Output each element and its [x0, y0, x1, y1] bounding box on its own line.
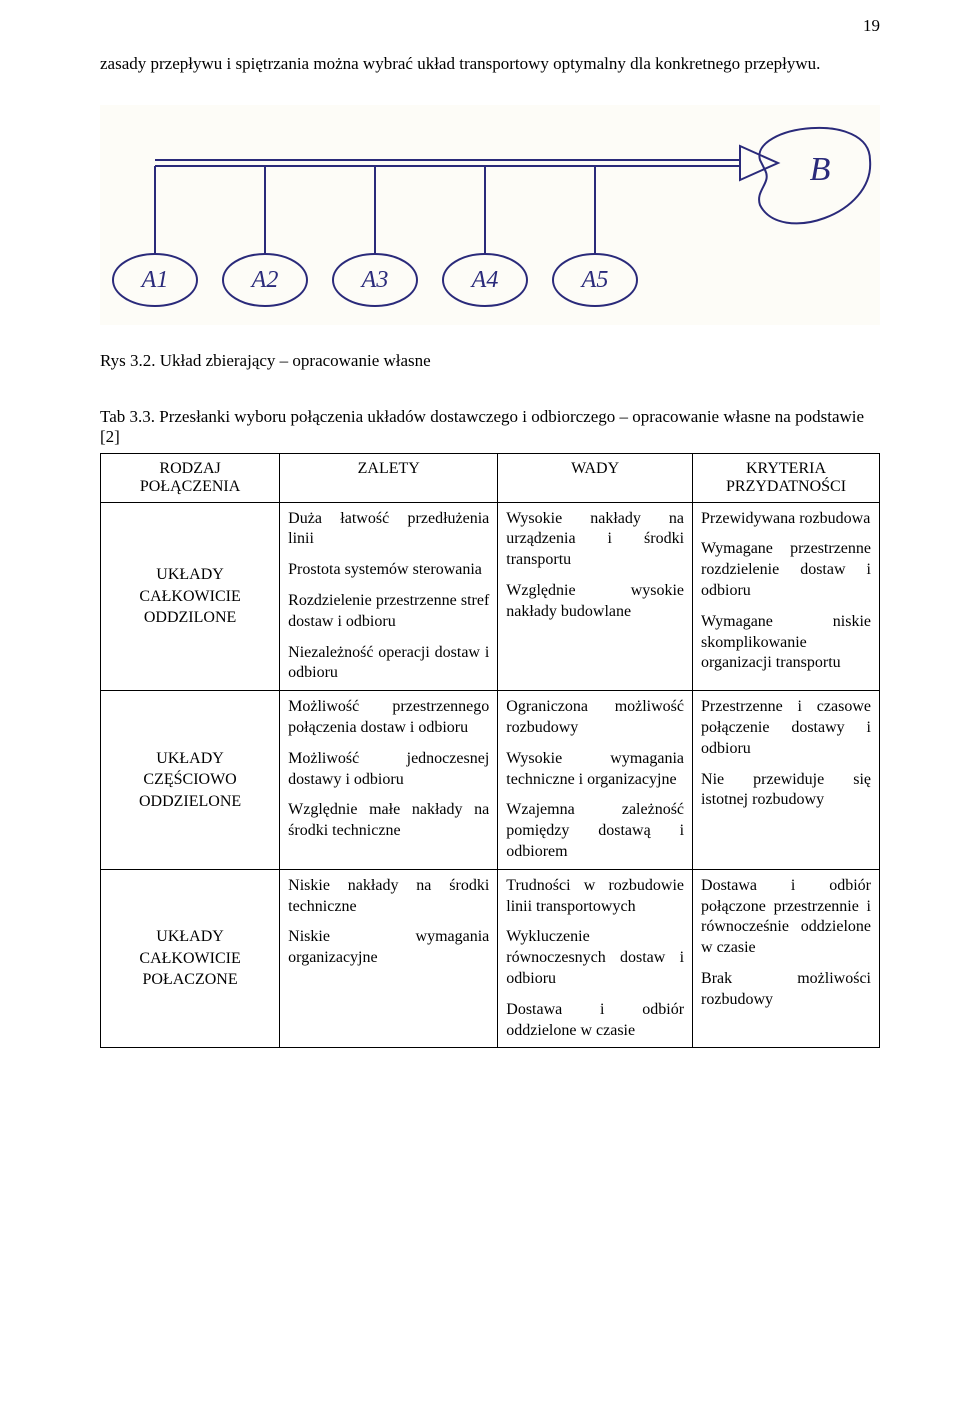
- cell-item: Niezależność operacji dostaw i odbioru: [288, 643, 489, 685]
- header-kryteria: KRYTERIA PRZYDATNOŚCI: [693, 453, 880, 502]
- page-number: 19: [863, 16, 880, 36]
- cell-item: Rozdzielenie przestrzenne stref dostaw i…: [288, 591, 489, 633]
- table-header-row: RODZAJ POŁĄCZENIA ZALETY WADY KRYTERIA P…: [101, 453, 880, 502]
- cell-item: Nie przewiduje się istotnej rozbudowy: [701, 770, 871, 812]
- svg-text:A2: A2: [250, 267, 279, 293]
- figure-caption: Rys 3.2. Układ zbierający – opracowanie …: [100, 351, 880, 371]
- cell-wady: Ograniczona możliwość rozbudowy Wysokie w…: [498, 691, 693, 870]
- cell-wady: Wysokie nakłady na urządzenia i środki t…: [498, 502, 693, 691]
- cell-item: Niskie nakłady na środki techniczne: [288, 876, 489, 918]
- cell-zalety: Niskie nakłady na środki techniczne Niski…: [280, 869, 498, 1048]
- cell-item: Wykluczenie równoczesnych dostaw i odbio…: [506, 927, 684, 989]
- cell-wady: Trudności w rozbudowie linii transportow…: [498, 869, 693, 1048]
- cell-item: Możliwość przestrzennego połączenia dost…: [288, 697, 489, 739]
- cell-item: Duża łatwość przedłużenia linii: [288, 509, 489, 551]
- row-label: UKŁADY CAŁKOWICIE ODDZILONE: [101, 502, 280, 691]
- svg-text:A1: A1: [140, 267, 169, 293]
- cell-kryteria: Przestrzenne i czasowe połączenie dostaw…: [693, 691, 880, 870]
- header-wady: WADY: [498, 453, 693, 502]
- row-label: UKŁADY CZĘŚCIOWO ODDZIELONE: [101, 691, 280, 870]
- table-row: UKŁADY CZĘŚCIOWO ODDZIELONEMożliwość prz…: [101, 691, 880, 870]
- row-label: UKŁADY CAŁKOWICIE POŁACZONE: [101, 869, 280, 1048]
- cell-item: Dostawa i odbiór oddzielone w czasie: [506, 1000, 684, 1042]
- cell-kryteria: Przewidywana rozbudowa Wymagane przestrze…: [693, 502, 880, 691]
- cell-item: Trudności w rozbudowie linii transportow…: [506, 876, 684, 918]
- cell-item: Wysokie wymagania techniczne i organizac…: [506, 749, 684, 791]
- cell-item: Dostawa i odbiór połączone przestrzennie…: [701, 876, 871, 959]
- flow-diagram-svg: A1 A2 A3 A4 A5 B: [100, 105, 880, 325]
- svg-text:A4: A4: [470, 267, 499, 293]
- cell-item: Wymagane przestrzenne rozdzielenie dosta…: [701, 539, 871, 601]
- svg-text:A3: A3: [360, 267, 389, 293]
- cell-item: Wymagane niskie skomplikowanie organizac…: [701, 612, 871, 674]
- table-row: UKŁADY CAŁKOWICIE POŁACZONENiskie nakład…: [101, 869, 880, 1048]
- table-row: UKŁADY CAŁKOWICIE ODDZILONEDuża łatwość …: [101, 502, 880, 691]
- svg-text:B: B: [810, 151, 831, 188]
- cell-item: Przestrzenne i czasowe połączenie dostaw…: [701, 697, 871, 759]
- cell-item: Wysokie nakłady na urządzenia i środki t…: [506, 509, 684, 571]
- cell-item: Względnie małe nakłady na środki technic…: [288, 800, 489, 842]
- table-caption: Tab 3.3. Przesłanki wyboru połączenia uk…: [100, 407, 880, 447]
- cell-zalety: Duża łatwość przedłużenia linii Prostota …: [280, 502, 498, 691]
- cell-kryteria: Dostawa i odbiór połączone przestrzennie…: [693, 869, 880, 1048]
- cell-item: Przewidywana rozbudowa: [701, 509, 871, 530]
- cell-item: Brak możliwości rozbudowy: [701, 969, 871, 1011]
- cell-item: Prostota systemów sterowania: [288, 560, 489, 581]
- cell-item: Możliwość jednoczesnej dostawy i odbioru: [288, 749, 489, 791]
- header-rodzaj: RODZAJ POŁĄCZENIA: [101, 453, 280, 502]
- document-page: 19 zasady przepływu i spiętrzania można …: [0, 0, 960, 1405]
- header-zalety: ZALETY: [280, 453, 498, 502]
- cell-item: Niskie wymagania organizacyjne: [288, 927, 489, 969]
- cell-zalety: Możliwość przestrzennego połączenia dost…: [280, 691, 498, 870]
- figure-diagram: A1 A2 A3 A4 A5 B: [100, 105, 880, 325]
- criteria-table: RODZAJ POŁĄCZENIA ZALETY WADY KRYTERIA P…: [100, 453, 880, 1049]
- svg-text:A5: A5: [580, 267, 609, 293]
- cell-item: Ograniczona możliwość rozbudowy: [506, 697, 684, 739]
- cell-item: Wzajemna zależność pomiędzy dostawą i od…: [506, 800, 684, 862]
- cell-item: Względnie wysokie nakłady budowlane: [506, 581, 684, 623]
- intro-paragraph: zasady przepływu i spiętrzania można wyb…: [100, 52, 880, 77]
